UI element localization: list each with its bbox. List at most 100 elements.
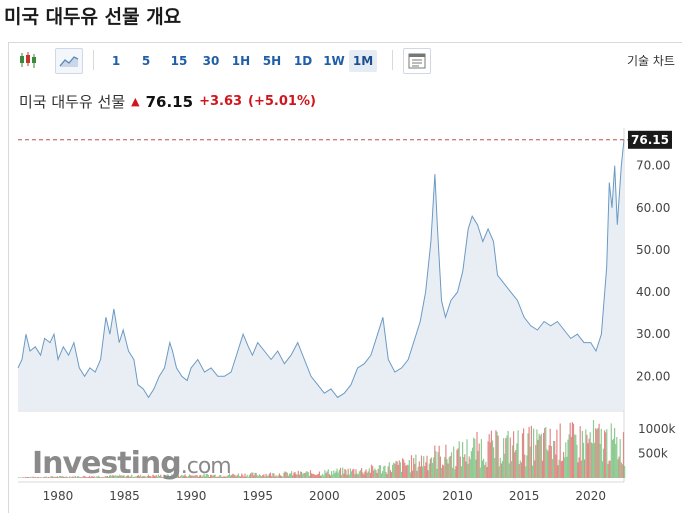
volume-bar <box>572 422 573 478</box>
x-tick-label: 2020 <box>575 489 606 503</box>
volume-bar <box>476 432 477 478</box>
volume-bar <box>313 474 314 478</box>
volume-bar <box>27 477 28 478</box>
price-area-fill <box>18 140 624 410</box>
volume-bar <box>532 466 533 478</box>
volume-bar <box>606 429 607 478</box>
volume-bar <box>480 468 481 478</box>
volume-bar <box>516 443 517 478</box>
volume-bar <box>297 475 298 478</box>
volume-bar <box>407 465 408 478</box>
volume-bar <box>296 474 297 478</box>
volume-bar <box>269 474 270 478</box>
volume-bar <box>451 452 452 478</box>
volume-bar <box>455 466 456 478</box>
volume-bar <box>478 451 479 478</box>
volume-bar <box>615 444 616 478</box>
volume-bar <box>409 460 410 478</box>
volume-bar <box>26 477 27 478</box>
volume-bar <box>414 464 415 478</box>
volume-bar <box>584 459 585 478</box>
volume-bar <box>304 473 305 478</box>
volume-bar <box>496 432 497 478</box>
volume-bar <box>442 465 443 478</box>
volume-bar <box>390 470 391 478</box>
volume-bar <box>440 457 441 479</box>
volume-bar <box>364 471 365 478</box>
volume-bar <box>247 475 248 478</box>
volume-bar <box>394 464 395 478</box>
volume-bar <box>586 435 587 478</box>
volume-bar <box>610 461 611 478</box>
volume-bar <box>301 472 302 478</box>
volume-bar <box>483 459 484 478</box>
volume-bar <box>596 429 597 478</box>
volume-bar <box>28 477 29 478</box>
volume-bar <box>509 463 510 478</box>
volume-bar <box>485 462 486 478</box>
volume-bar <box>333 470 334 478</box>
volume-bar <box>411 455 412 478</box>
volume-bar <box>522 433 523 478</box>
volume-bar <box>238 474 239 479</box>
volume-bar <box>312 474 313 478</box>
volume-bar <box>242 475 243 478</box>
volume-bar <box>391 472 392 478</box>
volume-bar <box>490 442 491 478</box>
volume-bar <box>342 468 343 478</box>
volume-bar <box>540 436 541 478</box>
volume-bar <box>369 468 370 478</box>
volume-bar <box>249 475 250 478</box>
volume-bar <box>609 461 610 478</box>
volume-bar <box>520 461 521 479</box>
volume-bar <box>322 474 323 478</box>
volume-bar <box>274 477 275 479</box>
volume-bar <box>524 455 525 478</box>
volume-bar <box>234 475 235 478</box>
volume-bar <box>261 476 262 478</box>
volume-bar <box>508 431 509 478</box>
volume-bar <box>389 462 390 478</box>
volume-bar <box>384 466 385 478</box>
volume-bar <box>494 458 495 478</box>
volume-bar <box>400 462 401 478</box>
volume-tick-label: 500k <box>638 446 668 460</box>
volume-bar <box>560 424 561 479</box>
volume-bar <box>593 420 594 478</box>
volume-bar <box>309 476 310 478</box>
volume-bar <box>298 471 299 478</box>
volume-bar <box>570 423 571 478</box>
volume-bar <box>471 451 472 478</box>
volume-bar <box>316 475 317 478</box>
volume-bar <box>431 457 432 478</box>
volume-bar <box>401 472 402 478</box>
volume-bar <box>344 469 345 478</box>
volume-bar <box>602 461 603 478</box>
volume-bar <box>623 432 624 478</box>
volume-bar <box>579 458 580 479</box>
volume-bar <box>473 438 474 478</box>
volume-bar <box>278 475 279 478</box>
volume-bar <box>506 436 507 479</box>
volume-bar <box>372 466 373 478</box>
volume-bar <box>263 474 264 478</box>
volume-bar <box>412 471 413 478</box>
volume-bar <box>616 437 617 478</box>
volume-bar <box>359 471 360 478</box>
volume-bar <box>603 449 604 478</box>
volume-bar <box>424 466 425 478</box>
last-price-label: 76.15 <box>631 133 669 147</box>
volume-bar <box>536 429 537 478</box>
volume-bar <box>495 430 496 478</box>
volume-bar <box>576 445 577 478</box>
volume-bar <box>600 444 601 478</box>
volume-bar <box>253 475 254 478</box>
volume-bar <box>550 429 551 478</box>
volume-bar <box>530 447 531 479</box>
volume-bar <box>466 439 467 478</box>
volume-bar <box>314 475 315 478</box>
investing-logo: Investing.com <box>32 446 231 481</box>
x-tick-label: 1995 <box>242 489 273 503</box>
volume-bar <box>604 430 605 478</box>
